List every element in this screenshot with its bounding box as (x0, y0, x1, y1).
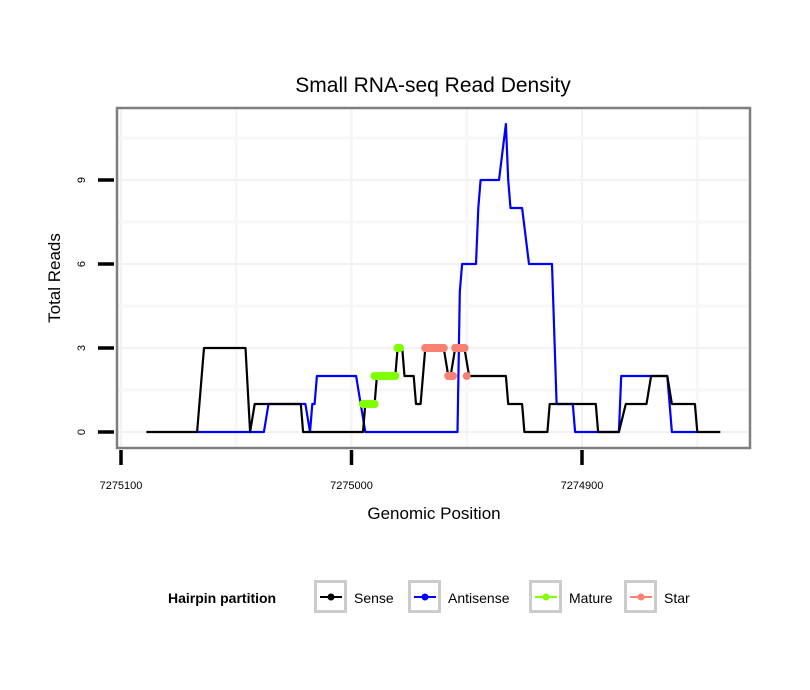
legend: Hairpin partition Sense Antisense Mature St… (168, 580, 690, 613)
x-tick-label: 7274900 (561, 480, 604, 492)
legend-key-point (542, 593, 550, 601)
legend-key-point (421, 593, 429, 601)
series-layer (146, 122, 721, 434)
plot-panel (115, 106, 752, 450)
x-axis: 7275100 7275000 7274900 (100, 450, 604, 492)
y-tick-label: 3 (76, 345, 88, 351)
star-point (462, 372, 471, 380)
y-axis: 0 3 6 9 (76, 177, 114, 435)
y-tick-label: 6 (76, 261, 88, 267)
panel-background (117, 108, 750, 448)
legend-label: Star (664, 590, 690, 606)
legend-key-point (637, 593, 645, 601)
legend-item-mature: Mature (529, 580, 613, 613)
chart-title: Small RNA-seq Read Density (295, 74, 571, 97)
legend-label: Sense (354, 590, 394, 606)
y-tick-label: 9 (76, 177, 88, 183)
legend-item-antisense: Antisense (408, 580, 510, 613)
legend-title: Hairpin partition (168, 590, 276, 606)
x-axis-title: Genomic Position (367, 504, 500, 523)
y-tick-label: 0 (76, 429, 88, 435)
y-axis-title: Total Reads (45, 233, 64, 323)
x-tick-label: 7275100 (100, 480, 143, 492)
x-tick-label: 7275000 (330, 480, 373, 492)
antisense-line (197, 122, 698, 434)
legend-label: Antisense (448, 590, 510, 606)
panel-border (115, 106, 752, 450)
legend-key-point (327, 593, 335, 601)
legend-label: Mature (569, 590, 613, 606)
legend-item-sense: Sense (314, 580, 394, 613)
legend-item-star: Star (624, 580, 690, 613)
